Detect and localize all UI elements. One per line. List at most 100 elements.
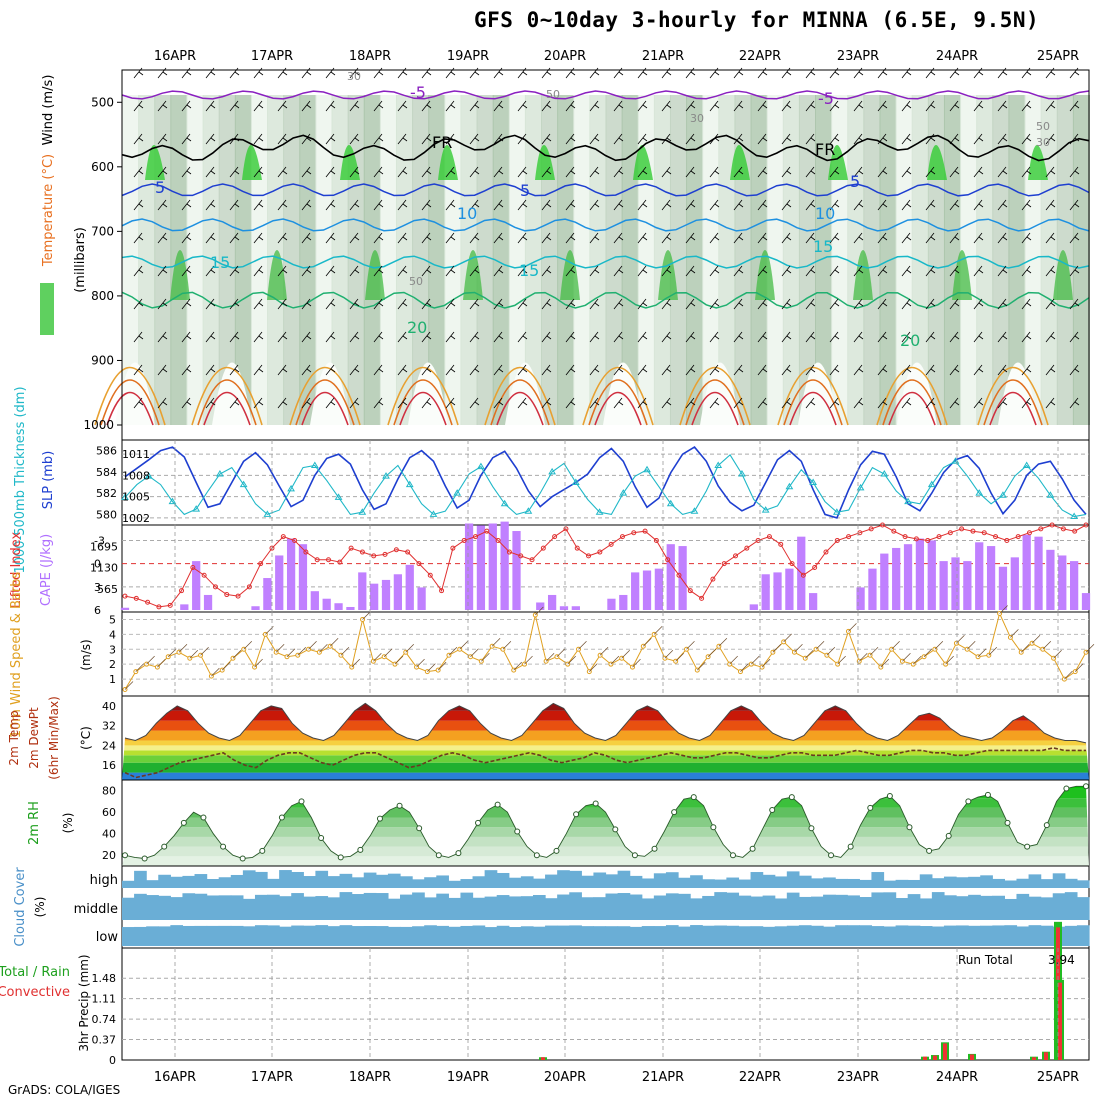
wind-barb <box>229 232 240 244</box>
thickness-point <box>1070 512 1079 519</box>
rh-point <box>631 852 638 859</box>
cloud-cover-bar <box>690 875 703 888</box>
thickness-point <box>666 499 675 507</box>
wind-barb-10m <box>599 646 609 656</box>
rh-moist-plume <box>560 250 580 300</box>
rh-point <box>828 852 835 859</box>
rh-tick-label: 60 <box>102 806 116 819</box>
wind-barb <box>613 331 624 343</box>
thickness-point <box>595 508 604 515</box>
wind-barb <box>733 232 744 244</box>
rh-tick-label: 40 <box>102 828 116 841</box>
wind-barb <box>157 199 168 211</box>
cloud-cover-bar <box>823 877 836 888</box>
wind-barb <box>373 100 384 112</box>
li-point <box>563 526 569 532</box>
cloud-cover-bar <box>629 894 643 920</box>
cloud-cover-bar <box>593 872 607 888</box>
rh-fill-band <box>395 95 414 425</box>
wind-barb <box>349 199 360 211</box>
li-point <box>766 534 772 540</box>
wind-barb <box>133 199 144 211</box>
cape-bar <box>310 591 319 610</box>
cloud-cover-bar <box>448 897 462 920</box>
li-point <box>393 547 399 553</box>
wind-barb <box>1069 100 1080 112</box>
wind-barb-10m <box>902 652 911 662</box>
wind-barb <box>493 199 504 211</box>
cloud-cover-bar <box>956 896 969 920</box>
wind-barb <box>829 331 840 343</box>
wind-barb <box>373 331 384 343</box>
wind-barb <box>181 298 192 310</box>
wind-barb <box>493 298 504 310</box>
cape-bar <box>986 546 996 610</box>
wind-barb <box>997 265 1008 277</box>
cloud-cover-bar <box>714 879 727 888</box>
wind-barb <box>421 133 432 145</box>
wind-barb-10m <box>124 681 134 690</box>
rh-fill-band <box>492 95 510 425</box>
wind-barb <box>781 364 792 376</box>
temp2m-panel: 40 32 24 16 <box>102 695 1090 781</box>
wind-barb <box>709 100 720 112</box>
li-point <box>834 537 840 543</box>
wind-barb <box>1069 133 1080 145</box>
rh-band <box>122 827 1089 837</box>
rh-fill-band <box>589 95 607 425</box>
cloud-cover-bar <box>363 892 377 920</box>
wind-barb <box>1021 265 1032 277</box>
wind10-axis-label: 10m Wind Speed & Barbs <box>9 572 24 739</box>
wind-barb <box>229 133 240 145</box>
li-point <box>518 553 524 559</box>
wind-barb <box>685 100 696 112</box>
rh-fill-band <box>299 95 317 425</box>
wind-barb-10m <box>329 638 339 647</box>
wind-barb <box>733 298 744 310</box>
cloud-cover-bar <box>557 870 570 888</box>
warm-contour <box>496 391 544 426</box>
wind-barb-10m <box>1010 629 1019 638</box>
rh-point <box>533 852 540 859</box>
wind-barb <box>373 166 384 178</box>
cloud-cover-bar <box>678 926 691 946</box>
wind-barb-10m <box>869 646 879 656</box>
wind-barb <box>685 133 696 145</box>
cloud-cover-bar <box>339 925 353 946</box>
bottom-date-label: 24APR <box>936 1070 978 1085</box>
wind-barb <box>925 166 936 178</box>
wind-barb <box>325 232 336 244</box>
wind-barb <box>733 133 744 145</box>
wind-barb <box>589 331 600 343</box>
cloud-cover-bar <box>1052 893 1066 920</box>
temperature-contour <box>121 255 1090 269</box>
cloud-cover-bar <box>762 926 776 946</box>
bottom-date-label: 22APR <box>739 1070 781 1085</box>
cloud-cover-bar <box>545 925 558 946</box>
cloud-cover-bar <box>702 895 715 920</box>
li-tick-label: 0 <box>94 558 101 571</box>
rh-fill-band <box>541 95 559 425</box>
wind-barb <box>517 265 528 277</box>
thickness-point <box>714 461 723 468</box>
wind-barb <box>205 232 216 244</box>
wind-barb <box>757 166 768 178</box>
wind-barb <box>973 298 984 310</box>
cloud-cover-bar <box>980 875 993 888</box>
rh-fill-band <box>911 95 929 425</box>
wind-barb <box>949 364 960 376</box>
wind-barb <box>397 331 408 343</box>
wind-barb <box>877 166 888 178</box>
wind-barb-10m <box>643 638 652 647</box>
wind-barb <box>949 232 960 244</box>
cloud-cover-bar <box>569 870 582 888</box>
wind-barb <box>853 199 864 211</box>
li-point <box>246 584 252 590</box>
wind-barb <box>133 298 144 310</box>
wind-barb <box>901 166 912 178</box>
li-point <box>970 528 976 534</box>
rh2m-axis-label: 2m RH <box>27 801 42 845</box>
wind-barb <box>613 397 624 409</box>
cloud-cover-bar <box>532 926 546 946</box>
